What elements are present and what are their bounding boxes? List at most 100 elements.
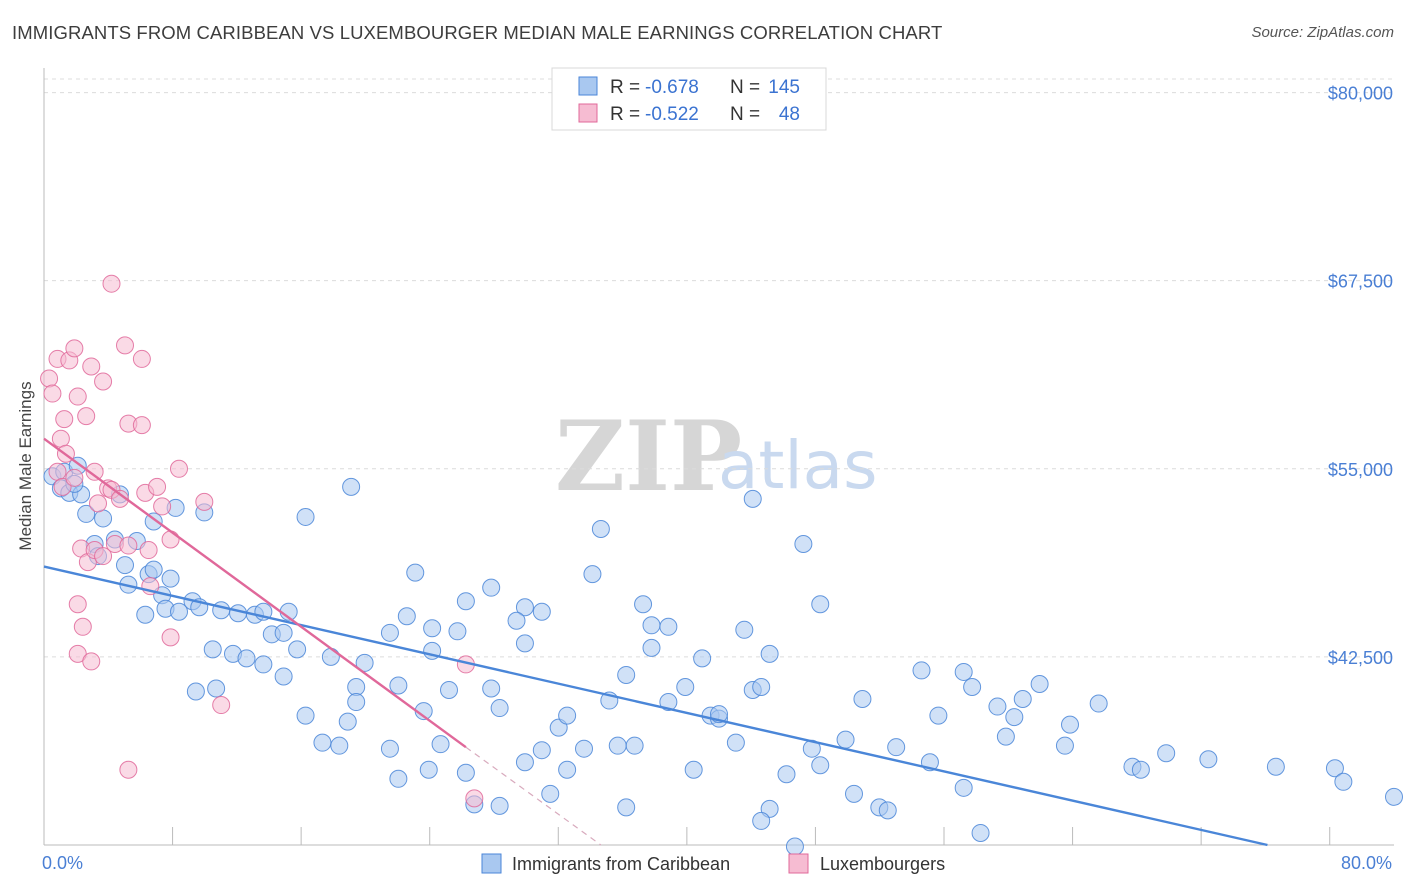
point-caribbean (515, 753, 534, 772)
point-caribbean (583, 565, 602, 584)
point-caribbean (912, 661, 931, 680)
point-caribbean (642, 616, 661, 635)
point-luxembourger (73, 617, 92, 636)
point-caribbean (752, 677, 771, 696)
point-luxembourger (148, 477, 167, 496)
trend-line-caribbean (43, 565, 1268, 847)
point-caribbean (811, 595, 830, 614)
point-caribbean (1199, 750, 1218, 769)
point-luxembourger (65, 339, 84, 358)
legend-n-label-2: N = (730, 104, 760, 125)
legend-r-label-2: R = (610, 104, 640, 125)
y-tick-label: $67,500 (1328, 272, 1393, 292)
point-caribbean (161, 569, 180, 588)
point-caribbean (397, 607, 416, 626)
point-caribbean (532, 741, 551, 760)
point-caribbean (116, 556, 134, 575)
point-luxembourger (139, 541, 158, 560)
point-luxembourger (132, 416, 151, 435)
legend-n-label-1: N = (730, 77, 760, 98)
point-caribbean (1061, 715, 1079, 734)
point-caribbean (1089, 694, 1108, 713)
point-caribbean (591, 519, 610, 538)
point-luxembourger (119, 536, 138, 555)
point-caribbean (996, 727, 1015, 746)
point-luxembourger (82, 652, 101, 671)
point-caribbean (313, 733, 332, 752)
point-caribbean (170, 602, 188, 621)
point-caribbean (296, 706, 315, 725)
point-caribbean (1055, 736, 1074, 755)
point-caribbean (1131, 760, 1150, 779)
point-caribbean (448, 622, 467, 641)
point-caribbean (760, 644, 779, 663)
point-caribbean (532, 602, 551, 621)
watermark-atlas: atlas (718, 427, 878, 504)
point-caribbean (1157, 744, 1176, 763)
bottom-legend-label-caribbean: Immigrants from Caribbean (512, 854, 730, 874)
point-luxembourger (77, 407, 96, 426)
point-caribbean (794, 535, 813, 554)
point-caribbean (482, 578, 501, 597)
point-caribbean (752, 811, 771, 830)
point-caribbean (406, 563, 425, 582)
point-luxembourger (43, 384, 62, 403)
point-caribbean (1325, 759, 1344, 778)
point-caribbean (634, 595, 653, 614)
point-caribbean (274, 623, 293, 642)
point-caribbean (971, 823, 990, 842)
y-tick-label: $80,000 (1328, 84, 1393, 104)
source-credit: Source: ZipAtlas.com (1251, 24, 1394, 41)
x-tick-min: 0.0% (42, 853, 83, 873)
point-caribbean (380, 623, 399, 642)
point-caribbean (541, 784, 560, 803)
point-caribbean (431, 735, 450, 754)
point-caribbean (617, 798, 636, 817)
x-tick-max: 80.0% (1341, 853, 1392, 873)
point-caribbean (423, 619, 442, 638)
point-luxembourger (212, 696, 231, 715)
point-caribbean (929, 706, 948, 725)
point-caribbean (954, 778, 973, 797)
point-caribbean (1030, 674, 1049, 693)
point-caribbean (212, 601, 231, 620)
legend-r-value-2: -0.522 (645, 104, 699, 125)
point-luxembourger (132, 349, 151, 368)
legend-swatch-pink (578, 103, 598, 123)
point-caribbean (482, 679, 501, 698)
point-caribbean (237, 649, 256, 668)
point-caribbean (94, 509, 113, 528)
point-caribbean (456, 763, 475, 782)
point-caribbean (608, 736, 627, 755)
point-caribbean (693, 649, 712, 668)
y-tick-label: $42,500 (1328, 648, 1393, 668)
point-luxembourger (102, 274, 121, 293)
point-caribbean (254, 655, 273, 674)
point-caribbean (878, 801, 897, 820)
point-caribbean (207, 679, 226, 698)
point-luxembourger (153, 497, 172, 516)
axes (43, 68, 1394, 846)
point-luxembourger (68, 644, 87, 663)
trend-line-luxembourger (43, 437, 467, 749)
point-caribbean (575, 739, 593, 758)
point-caribbean (743, 489, 762, 508)
y-axis-label: Median Male Earnings (16, 381, 35, 550)
point-luxembourger (68, 387, 87, 406)
point-luxembourger (65, 468, 84, 487)
point-caribbean (785, 837, 804, 856)
point-caribbean (887, 738, 906, 757)
point-luxembourger (94, 372, 113, 391)
point-luxembourger (40, 369, 59, 388)
bottom-legend-swatch-pink (788, 853, 809, 874)
point-caribbean (274, 667, 293, 686)
legend-r-value-1: -0.678 (645, 77, 699, 98)
point-caribbean (515, 598, 534, 617)
point-caribbean (954, 662, 973, 681)
point-luxembourger (48, 462, 67, 481)
point-caribbean (726, 733, 745, 752)
point-caribbean (296, 507, 315, 526)
point-caribbean (419, 760, 438, 779)
point-caribbean (617, 665, 636, 684)
